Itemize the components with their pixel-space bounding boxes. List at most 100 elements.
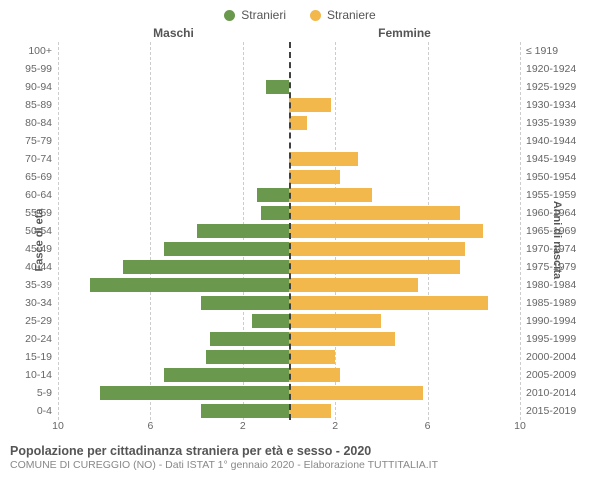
x-tick-label: 6 — [425, 420, 431, 432]
age-label: 0-4 — [10, 402, 58, 420]
birthyear-label: 1995-1999 — [520, 330, 590, 348]
age-label: 80-84 — [10, 114, 58, 132]
bar-female — [289, 188, 372, 202]
bar-female — [289, 278, 418, 292]
age-label: 5-9 — [10, 384, 58, 402]
bar-male — [206, 350, 289, 364]
x-tick-label: 10 — [514, 420, 526, 432]
bar-male — [201, 404, 289, 418]
birthyear-label: 1940-1944 — [520, 132, 590, 150]
bars-column — [58, 42, 520, 420]
age-label: 20-24 — [10, 330, 58, 348]
birthyear-label: 2005-2009 — [520, 366, 590, 384]
panel-title-female: Femmine — [289, 26, 520, 40]
bar-female — [289, 332, 395, 346]
age-label: 25-29 — [10, 312, 58, 330]
legend-label-male: Stranieri — [241, 8, 286, 22]
age-label: 40-44 — [10, 258, 58, 276]
age-label: 90-94 — [10, 78, 58, 96]
birthyear-label: 1920-1924 — [520, 60, 590, 78]
age-label: 50-54 — [10, 222, 58, 240]
age-label: 85-89 — [10, 96, 58, 114]
bar-male — [90, 278, 289, 292]
x-tick-label: 2 — [240, 420, 246, 432]
age-label: 65-69 — [10, 168, 58, 186]
age-label: 95-99 — [10, 60, 58, 78]
age-label: 35-39 — [10, 276, 58, 294]
birthyear-label: 1965-1969 — [520, 222, 590, 240]
bar-male — [261, 206, 289, 220]
legend-item-female: Straniere — [310, 8, 376, 22]
age-label: 55-59 — [10, 204, 58, 222]
age-labels-column: 100+95-9990-9485-8980-8475-7970-7465-696… — [10, 42, 58, 420]
panel-headers: Maschi Femmine — [10, 26, 590, 40]
footer-title: Popolazione per cittadinanza straniera p… — [10, 444, 590, 458]
age-label: 15-19 — [10, 348, 58, 366]
birthyear-label: ≤ 1919 — [520, 42, 590, 60]
bar-female — [289, 404, 331, 418]
bar-male — [164, 368, 289, 382]
bar-male — [201, 296, 289, 310]
age-label: 75-79 — [10, 132, 58, 150]
x-tick-label: 6 — [147, 420, 153, 432]
bar-female — [289, 296, 488, 310]
birthyear-label: 1955-1959 — [520, 186, 590, 204]
bar-female — [289, 206, 460, 220]
bar-female — [289, 242, 465, 256]
bar-male — [210, 332, 289, 346]
age-label: 70-74 — [10, 150, 58, 168]
legend-swatch-male — [224, 10, 235, 21]
x-ticks-left: 2610 — [58, 420, 289, 438]
birthyear-label: 1975-1979 — [520, 258, 590, 276]
bar-male — [252, 314, 289, 328]
chart-footer: Popolazione per cittadinanza straniera p… — [10, 444, 590, 471]
birthyear-labels-column: ≤ 19191920-19241925-19291930-19341935-19… — [520, 42, 590, 420]
birthyear-label: 2015-2019 — [520, 402, 590, 420]
age-label: 45-49 — [10, 240, 58, 258]
age-label: 100+ — [10, 42, 58, 60]
legend-label-female: Straniere — [327, 8, 376, 22]
bar-male — [257, 188, 289, 202]
birthyear-label: 1970-1974 — [520, 240, 590, 258]
legend: Stranieri Straniere — [10, 8, 590, 22]
panel-title-male: Maschi — [58, 26, 289, 40]
legend-item-male: Stranieri — [224, 8, 286, 22]
bar-female — [289, 116, 307, 130]
x-axis: 2 6 10 2 6 10 — [10, 420, 590, 438]
population-pyramid-chart: Stranieri Straniere Maschi Femmine Fasce… — [0, 0, 600, 500]
birthyear-label: 2000-2004 — [520, 348, 590, 366]
x-ticks-right: 2610 — [289, 420, 520, 438]
bar-female — [289, 368, 340, 382]
footer-subtitle: COMUNE DI CUREGGIO (NO) - Dati ISTAT 1° … — [10, 459, 590, 471]
bar-female — [289, 98, 331, 112]
bar-female — [289, 224, 483, 238]
bar-female — [289, 314, 381, 328]
birthyear-label: 1980-1984 — [520, 276, 590, 294]
birthyear-label: 1945-1949 — [520, 150, 590, 168]
bar-female — [289, 386, 423, 400]
bar-male — [123, 260, 289, 274]
plot-area: 100+95-9990-9485-8980-8475-7970-7465-696… — [10, 42, 590, 420]
birthyear-label: 1985-1989 — [520, 294, 590, 312]
birthyear-label: 1950-1954 — [520, 168, 590, 186]
bar-female — [289, 152, 358, 166]
bar-male — [100, 386, 289, 400]
birthyear-label: 2010-2014 — [520, 384, 590, 402]
bar-male — [266, 80, 289, 94]
age-label: 60-64 — [10, 186, 58, 204]
birthyear-label: 1960-1964 — [520, 204, 590, 222]
bar-female — [289, 170, 340, 184]
center-line — [289, 42, 291, 420]
bar-male — [197, 224, 289, 238]
birthyear-label: 1935-1939 — [520, 114, 590, 132]
age-label: 30-34 — [10, 294, 58, 312]
x-tick-label: 10 — [52, 420, 64, 432]
bar-female — [289, 350, 335, 364]
legend-swatch-female — [310, 10, 321, 21]
bar-male — [164, 242, 289, 256]
age-label: 10-14 — [10, 366, 58, 384]
birthyear-label: 1925-1929 — [520, 78, 590, 96]
x-tick-label: 2 — [332, 420, 338, 432]
birthyear-label: 1990-1994 — [520, 312, 590, 330]
birthyear-label: 1930-1934 — [520, 96, 590, 114]
